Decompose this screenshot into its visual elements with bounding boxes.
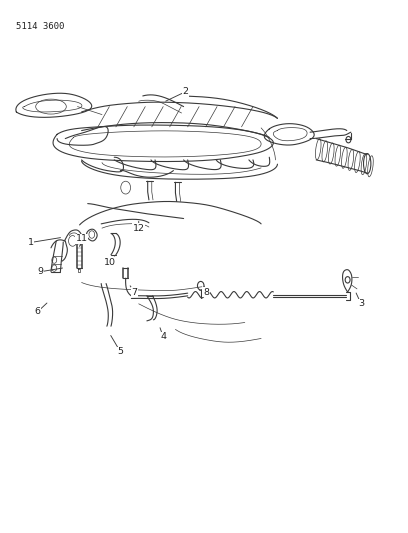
Text: 1: 1 (28, 238, 33, 247)
Text: 8: 8 (203, 288, 209, 296)
Text: 2: 2 (183, 87, 188, 96)
Text: 3: 3 (358, 300, 364, 308)
Text: 10: 10 (104, 258, 116, 266)
Text: 9: 9 (37, 268, 43, 276)
Text: 11: 11 (75, 235, 88, 243)
Text: 6: 6 (35, 308, 40, 316)
Text: 7: 7 (132, 288, 137, 296)
Text: 12: 12 (133, 224, 145, 232)
Text: 5114 3600: 5114 3600 (16, 22, 64, 31)
Text: 4: 4 (160, 333, 166, 341)
Text: 5: 5 (118, 348, 123, 356)
